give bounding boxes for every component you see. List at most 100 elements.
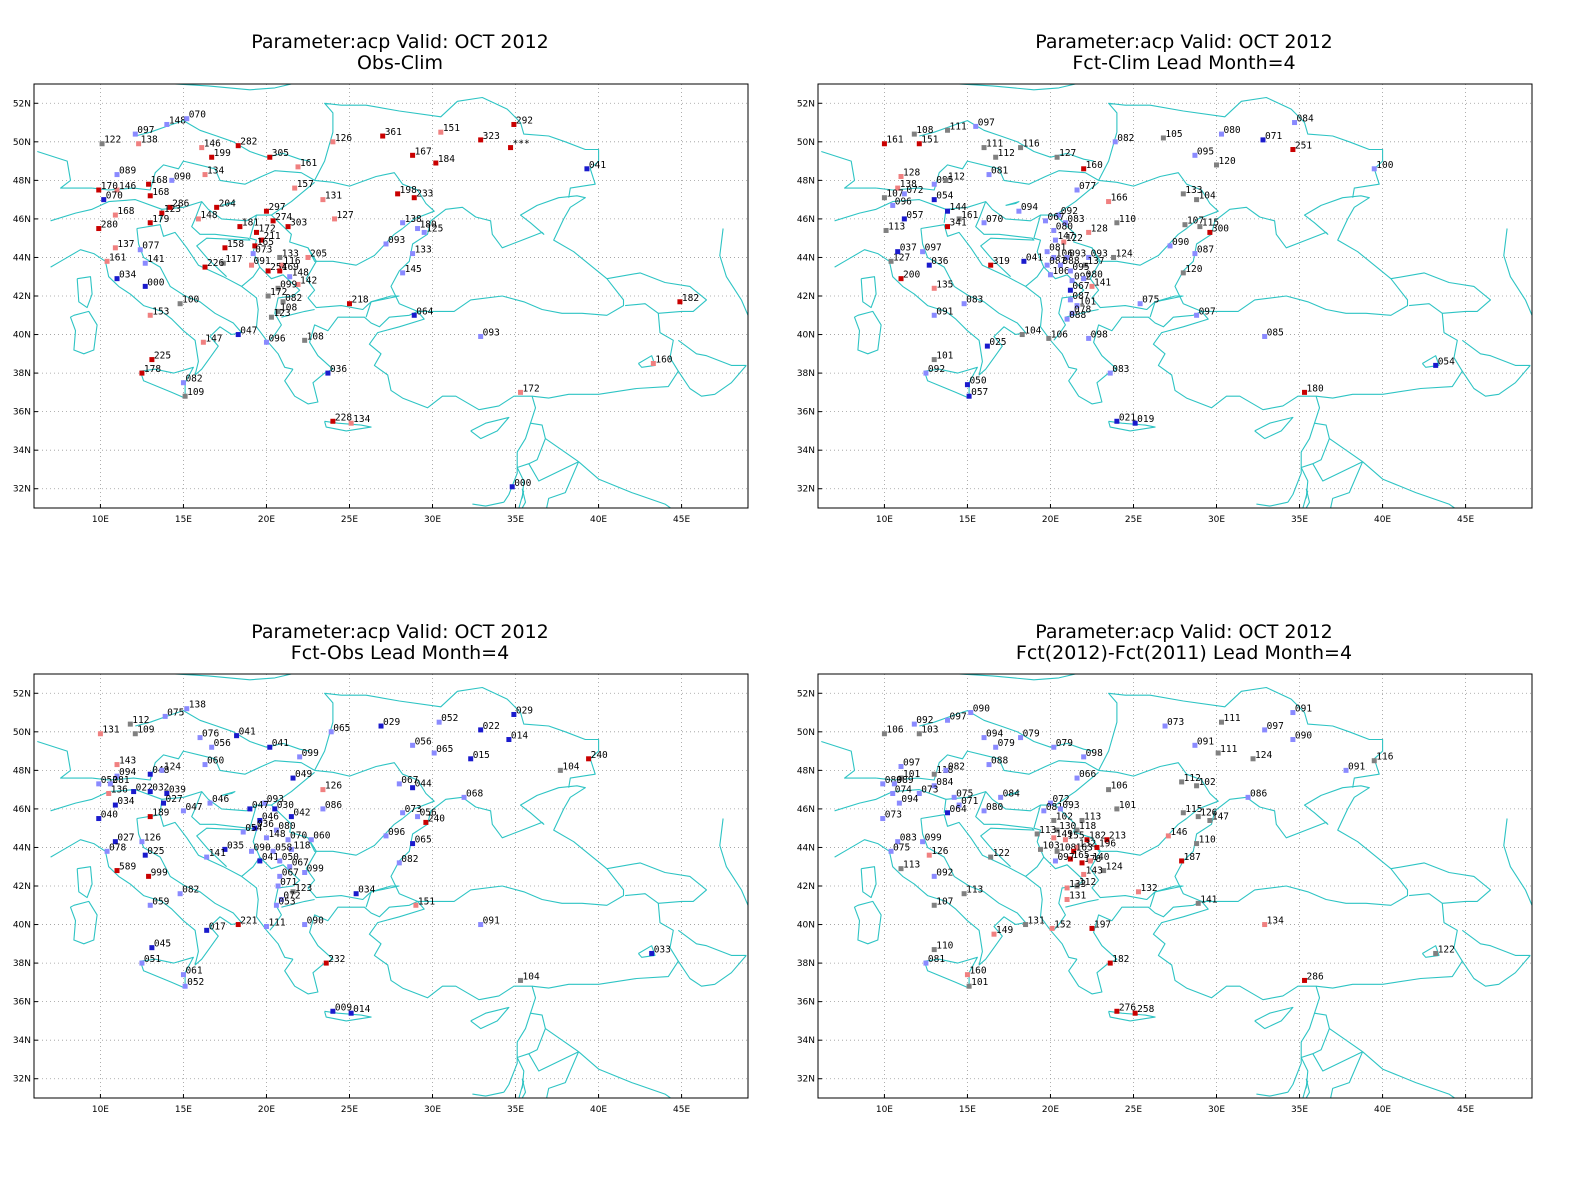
border-line bbox=[919, 120, 1094, 162]
station-marker bbox=[96, 816, 102, 822]
station-marker bbox=[1049, 925, 1055, 931]
station-marker bbox=[257, 858, 263, 864]
station-label: 000 bbox=[147, 277, 164, 288]
station-label: 141 bbox=[1094, 277, 1111, 288]
station: 138 bbox=[895, 179, 917, 191]
station-label: 065 bbox=[436, 744, 453, 755]
station: 251 bbox=[1290, 141, 1312, 153]
station-label: 151 bbox=[418, 896, 435, 907]
station-marker bbox=[263, 835, 269, 841]
station: 081 bbox=[986, 166, 1008, 178]
station-label: 073 bbox=[921, 784, 938, 795]
station: 082 bbox=[180, 374, 203, 386]
station-marker bbox=[263, 339, 269, 345]
station-label: 021 bbox=[1119, 412, 1136, 423]
station: 030 bbox=[272, 800, 294, 812]
station-label: 096 bbox=[895, 196, 912, 207]
border-line bbox=[1300, 467, 1309, 499]
station-label: 218 bbox=[351, 295, 368, 306]
station-marker bbox=[295, 164, 301, 170]
station-label: 089 bbox=[119, 166, 136, 177]
station-label: 053 bbox=[278, 896, 295, 907]
station: 077 bbox=[1074, 181, 1096, 193]
station: 093 bbox=[262, 794, 284, 806]
station-label: 106 bbox=[886, 725, 903, 736]
station-marker bbox=[162, 713, 168, 719]
station: 143 bbox=[114, 756, 136, 768]
border-line bbox=[1301, 422, 1330, 469]
station-label: 091 bbox=[1348, 761, 1365, 772]
station-marker bbox=[1215, 750, 1221, 756]
x-tick-label: 30E bbox=[424, 1105, 441, 1115]
station-label: 036 bbox=[257, 819, 274, 830]
station: 228 bbox=[330, 412, 352, 424]
station: 113 bbox=[961, 885, 983, 897]
station: 225 bbox=[149, 351, 171, 363]
station-label: 041 bbox=[589, 160, 606, 171]
station-label: 046 bbox=[212, 794, 229, 805]
station: 096 bbox=[890, 196, 912, 208]
station-marker bbox=[1107, 960, 1113, 966]
station-marker bbox=[1052, 237, 1058, 243]
station-label: 104 bbox=[523, 971, 540, 982]
station: 148 bbox=[195, 210, 218, 222]
station-marker bbox=[415, 814, 421, 820]
axis-ticks: 10E 15E 20E 25E 30E 35E 40E 45E 32N 34N 36N 38N 40N 4… bbox=[13, 689, 691, 1115]
station-marker bbox=[1111, 254, 1117, 260]
station: 000 bbox=[509, 478, 532, 490]
station: 149 bbox=[991, 925, 1013, 937]
station: 138 bbox=[184, 700, 206, 712]
station-label: 093 bbox=[1091, 248, 1108, 259]
station: 067 bbox=[1067, 281, 1090, 293]
coastlines bbox=[37, 674, 748, 1098]
station-marker bbox=[1086, 335, 1092, 341]
station-map: 10E 15E 20E 25E 30E 35E 40E 45E 32N 34N 36N 38N 40N 4… bbox=[13, 83, 749, 525]
station-marker bbox=[1089, 283, 1095, 289]
station-marker bbox=[1207, 229, 1213, 235]
station-marker bbox=[1262, 333, 1268, 339]
station-marker bbox=[945, 810, 951, 816]
station-marker bbox=[235, 332, 241, 338]
station-label: 082 bbox=[401, 854, 418, 865]
station-label: 083 bbox=[1112, 364, 1129, 375]
station-marker bbox=[1302, 389, 1308, 395]
station-label: 022 bbox=[136, 783, 153, 794]
border-line bbox=[545, 1028, 672, 1098]
station-marker bbox=[180, 380, 186, 386]
border-line bbox=[1329, 438, 1456, 508]
station-marker bbox=[431, 750, 437, 756]
station-label: 075 bbox=[1142, 295, 1159, 306]
station: 079 bbox=[1051, 738, 1073, 750]
station: 118 bbox=[288, 840, 311, 852]
station: 141 bbox=[142, 254, 165, 266]
station-marker bbox=[898, 174, 904, 180]
station: 049 bbox=[290, 769, 312, 781]
station-marker bbox=[273, 827, 279, 833]
border-line bbox=[1098, 172, 1219, 229]
border-line bbox=[545, 438, 672, 508]
x-tick-label: 25E bbox=[341, 515, 358, 525]
station-label: 126 bbox=[335, 133, 352, 144]
station-marker bbox=[1067, 287, 1073, 293]
station-label: 082 bbox=[1117, 133, 1134, 144]
station-label: 211 bbox=[263, 231, 280, 242]
station: 142 bbox=[295, 275, 317, 287]
station-marker bbox=[1179, 858, 1185, 864]
station: 047 bbox=[180, 802, 203, 814]
station-label: 047 bbox=[240, 326, 257, 337]
station-marker bbox=[177, 891, 183, 897]
station: 138 bbox=[136, 135, 158, 147]
station-marker bbox=[1057, 806, 1063, 812]
station-marker bbox=[169, 177, 175, 183]
station-label: 165 bbox=[257, 237, 274, 248]
station-marker bbox=[1064, 316, 1070, 322]
station-marker bbox=[302, 337, 308, 343]
station: 107 bbox=[1182, 216, 1204, 228]
station: 075 bbox=[162, 707, 184, 719]
station: 093 bbox=[383, 235, 405, 247]
station: 101 bbox=[966, 977, 989, 989]
station-marker bbox=[1019, 332, 1025, 338]
station: 070 bbox=[184, 110, 206, 122]
station-marker bbox=[101, 197, 107, 203]
border-line bbox=[314, 96, 600, 198]
